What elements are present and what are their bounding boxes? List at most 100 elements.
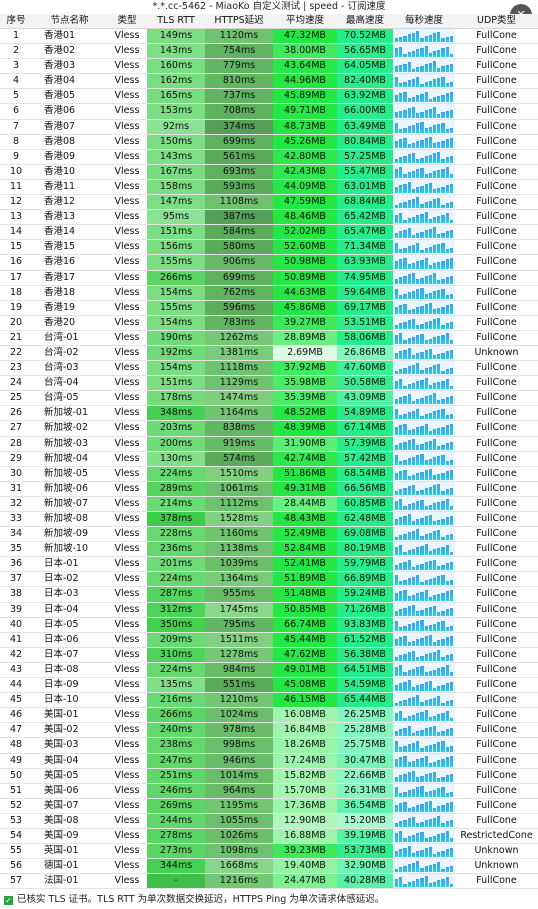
sparkline-bar (432, 291, 437, 299)
sparkline-bar (428, 847, 432, 858)
avg-speed-cell: 18.26MB (273, 738, 337, 753)
index-cell: 1 (12, 30, 20, 41)
udp-type-cell: FullCone (476, 135, 517, 147)
table-row: 15 香港15 Vless 156ms 580ms 52.60MB 71.34MB FullC… (0, 240, 538, 256)
node-name-cell: 美国-03 (44, 739, 79, 751)
sparkline-bar (399, 517, 403, 526)
sparkline-bar (445, 637, 449, 646)
sparkline-bar (416, 325, 420, 329)
sparkline-bar (399, 333, 403, 344)
sparkline-bar (449, 275, 454, 284)
sparkline-bar (432, 531, 437, 541)
sparkline-bar (437, 852, 441, 858)
tls-rtt-cell: 154ms (147, 285, 205, 300)
sparkline-bar (437, 474, 441, 480)
sparkline-bar (395, 536, 399, 541)
index-cell: 52 (9, 799, 23, 811)
sparkline-bar (428, 430, 432, 435)
sparkline-bar (428, 801, 432, 812)
sparkline-bar (403, 717, 407, 722)
sparkline-bar (424, 138, 428, 148)
speed-sparkline (393, 421, 455, 436)
tls-rtt-cell: 350ms (147, 617, 205, 632)
sparkline-bar (395, 592, 399, 601)
tls-rtt-cell: 153ms (147, 104, 205, 119)
sparkline-bar (445, 877, 449, 888)
sparkline-bar (441, 112, 445, 118)
sparkline-bar (428, 338, 432, 344)
sparkline-bar (411, 262, 416, 269)
sparkline-bar (411, 696, 416, 707)
sparkline-bar (411, 640, 416, 646)
sparkline-bar (416, 621, 420, 631)
index-cell: 9 (12, 150, 20, 162)
max-speed-cell: 64.51MB (337, 662, 393, 678)
sparkline-bar (432, 577, 437, 586)
sparkline-bar (432, 623, 437, 631)
node-name-cell: 美国-07 (44, 799, 79, 811)
sparkline-bar (420, 609, 424, 616)
sparkline-bar (428, 136, 432, 148)
sparkline-bar (424, 756, 428, 767)
type-cell: Vless (114, 845, 140, 857)
https-latency-cell: 1668ms (205, 859, 273, 874)
sparkline-bar (420, 665, 424, 677)
sparkline-bar (437, 612, 441, 616)
sparkline-bar (445, 277, 449, 284)
sparkline-bar (424, 728, 428, 737)
sparkline-bar (399, 203, 403, 209)
sparkline-bar (407, 790, 411, 797)
sparkline-bar (420, 683, 424, 692)
sparkline-bar (432, 171, 437, 178)
udp-type-cell: FullCone (476, 663, 517, 675)
sparkline-bar (395, 730, 399, 737)
sparkline-bar (428, 532, 432, 541)
sparkline-bar (449, 699, 454, 707)
table-row: 12 香港12 Vless 147ms 1108ms 47.59MB 68.84MB Full… (0, 195, 538, 211)
type-cell: Vless (114, 829, 140, 841)
sparkline-bar (445, 83, 449, 88)
https-latency-cell: 1024ms (205, 708, 273, 723)
sparkline-bar (407, 52, 411, 58)
sparkline-bar (416, 565, 420, 571)
sparkline-bar (399, 231, 403, 239)
sparkline-bar (424, 248, 428, 254)
table-row: 54 美国-09 Vless 278ms 1026ms 16.88MB 39.19MB Res… (0, 828, 538, 845)
type-cell: Vless (114, 241, 140, 253)
sparkline-bar (445, 563, 449, 571)
sparkline-bar (441, 490, 445, 495)
sparkline-bar (428, 440, 432, 450)
table-row: 21 台湾-01 Vless 190ms 1262ms 28.89MB 58.06MB Ful… (0, 330, 538, 346)
sparkline-bar (424, 156, 428, 163)
sparkline-bar (449, 183, 454, 194)
udp-type-cell: FullCone (476, 543, 517, 555)
sparkline-bar (428, 320, 432, 329)
table-row: 40 日本-05 Vless 350ms 795ms 66.74MB 93.83MB Full… (0, 617, 538, 633)
type-cell: Vless (114, 437, 140, 449)
sparkline-bar (432, 393, 437, 405)
header-cell: HTTPS延迟 (214, 15, 264, 26)
sparkline-bar (441, 702, 445, 707)
udp-type-cell: FullCone (476, 679, 517, 691)
sparkline-bar (420, 563, 424, 571)
sparkline-bar (403, 183, 407, 194)
tls-rtt-cell: 247ms (147, 753, 205, 768)
sparkline-bar (403, 293, 407, 299)
sparkline-bar (403, 339, 407, 344)
sparkline-bar (432, 439, 437, 450)
sparkline-bar (424, 544, 428, 556)
sparkline-bar (416, 593, 420, 601)
sparkline-bar (424, 92, 428, 103)
https-latency-cell: 574ms (205, 451, 273, 466)
tls-rtt-cell: 273ms (147, 844, 205, 859)
tls-rtt-cell: - (147, 874, 205, 889)
sparkline-bar (445, 499, 449, 510)
sparkline-bar (411, 410, 416, 420)
https-latency-cell: 1164ms (205, 406, 273, 421)
sparkline-bar (399, 65, 403, 73)
node-name-cell: 香港13 (44, 211, 76, 223)
table-row: 29 新加坡-04 Vless 130ms 574ms 42.74MB 57.42MB Ful… (0, 451, 538, 467)
index-cell: 34 (9, 528, 23, 540)
sparkline-bar (449, 727, 454, 737)
sparkline-bar (449, 653, 454, 661)
